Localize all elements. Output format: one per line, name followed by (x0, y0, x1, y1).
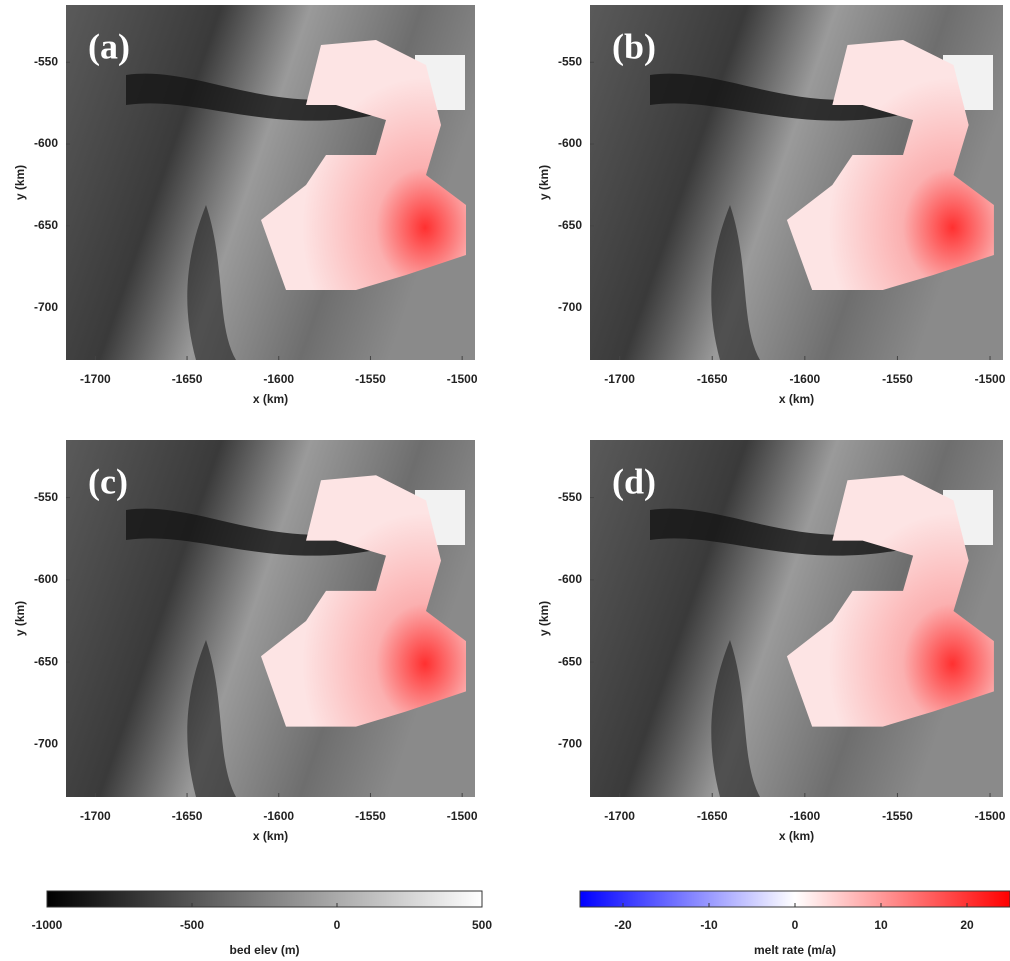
colorbar-label: melt rate (m/a) (754, 943, 836, 957)
x-tick-label: -1500 (975, 809, 1006, 823)
y-tick-label: -700 (34, 737, 58, 751)
y-tick-label: -550 (34, 54, 58, 68)
x-tick-label: -1650 (172, 809, 203, 823)
x-tick-label: -1650 (697, 809, 728, 823)
colorbar-label: bed elev (m) (229, 943, 299, 957)
x-tick-label: -1600 (263, 372, 294, 386)
x-tick-label: -1700 (604, 372, 635, 386)
y-axis-label: y (km) (537, 165, 551, 200)
y-axis-label: y (km) (537, 601, 551, 636)
y-tick-label: -600 (34, 136, 58, 150)
x-tick-label: -1500 (447, 372, 478, 386)
x-tick-label: -1600 (789, 372, 820, 386)
x-tick-label: -1550 (882, 809, 913, 823)
panel-label: (d) (612, 461, 656, 501)
colorbar: -1000 -500 0 500 bed elev (m) (32, 891, 493, 957)
panel-label: (a) (88, 26, 130, 66)
x-tick-label: -1500 (447, 809, 478, 823)
x-tick-label: -1700 (604, 809, 635, 823)
panel-label: (c) (88, 461, 128, 501)
x-tick-label: -1550 (355, 372, 386, 386)
colorbar-tick-label: -500 (180, 918, 204, 932)
x-tick-label: -1550 (882, 372, 913, 386)
colorbar-tick-label: 0 (792, 918, 799, 932)
colorbar-tick-label: -1000 (32, 918, 63, 932)
x-axis-label: x (km) (779, 392, 814, 406)
figure: -1700 -1650 -1600 -1550 -1500 -700 -650 -600 -55… (0, 0, 1010, 961)
x-axis-label: x (km) (253, 392, 288, 406)
x-tick-label: -1700 (80, 809, 111, 823)
x-tick-label: -1600 (263, 809, 294, 823)
colorbar-tick-label: 10 (874, 918, 888, 932)
colorbar-tick-label: 0 (334, 918, 341, 932)
x-axis-label: x (km) (779, 829, 814, 843)
y-tick-label: -650 (558, 654, 582, 668)
colorbar-tick-label: -10 (700, 918, 718, 932)
map-panel: -1700 -1650 -1600 -1550 -1500 -700 -650 -600 -55… (13, 5, 478, 406)
panel-label: (b) (612, 26, 656, 66)
y-tick-label: -650 (558, 218, 582, 232)
map-panel: -1700 -1650 -1600 -1550 -1500 -700 -650 -600 -55… (537, 5, 1006, 406)
colorbar-tick-label: 500 (472, 918, 492, 932)
x-tick-label: -1550 (355, 809, 386, 823)
y-axis-label: y (km) (13, 601, 27, 636)
y-tick-label: -550 (34, 490, 58, 504)
y-tick-label: -600 (558, 572, 582, 586)
x-tick-label: -1700 (80, 372, 111, 386)
x-tick-label: -1500 (975, 372, 1006, 386)
y-tick-label: -700 (558, 737, 582, 751)
map-panel: -1700 -1650 -1600 -1550 -1500 -700 -650 -600 -55… (537, 440, 1006, 843)
y-tick-label: -650 (34, 654, 58, 668)
y-tick-label: -550 (558, 54, 582, 68)
x-axis-label: x (km) (253, 829, 288, 843)
y-tick-label: -700 (558, 300, 582, 314)
y-tick-label: -700 (34, 300, 58, 314)
colorbar-tick-label: -20 (614, 918, 632, 932)
y-axis-label: y (km) (13, 165, 27, 200)
colorbar-tick-label: 20 (960, 918, 974, 932)
colorbar-fill (47, 891, 482, 907)
x-tick-label: -1650 (697, 372, 728, 386)
x-tick-label: -1600 (789, 809, 820, 823)
y-tick-label: -600 (558, 136, 582, 150)
y-tick-label: -600 (34, 572, 58, 586)
y-tick-label: -650 (34, 218, 58, 232)
y-tick-label: -550 (558, 490, 582, 504)
colorbar: -20 -10 0 10 20 melt rate (m/a) (580, 891, 1010, 957)
map-panel: -1700 -1650 -1600 -1550 -1500 -700 -650 -600 -55… (13, 440, 478, 843)
x-tick-label: -1650 (172, 372, 203, 386)
